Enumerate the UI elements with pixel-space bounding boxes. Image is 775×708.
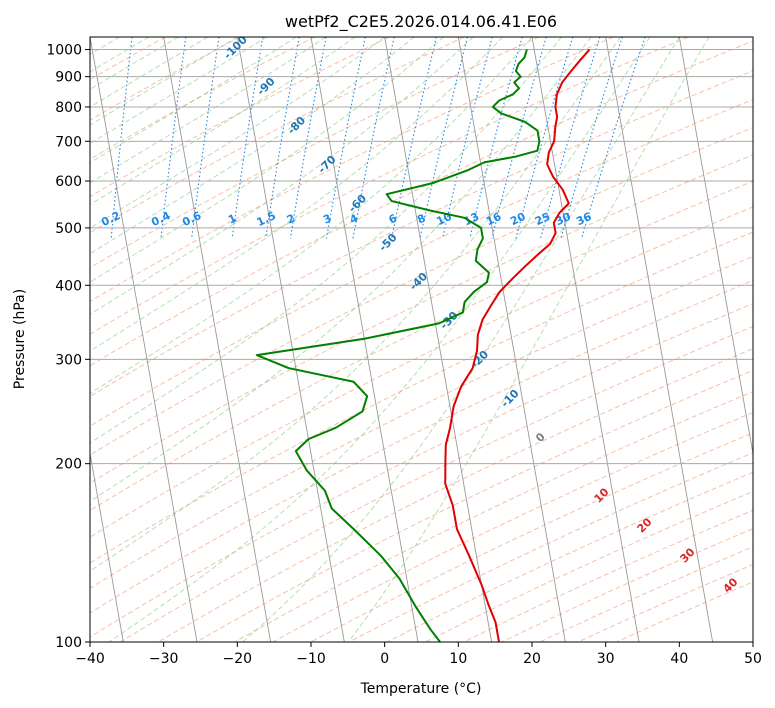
dry-adiabat-line: [90, 231, 753, 564]
temperature-profile-line: [444, 48, 591, 642]
dry-adiabat-line: [90, 37, 614, 303]
moist-adiabat-line: [90, 37, 179, 90]
x-tick-label: −40: [75, 651, 105, 667]
mixing-ratio-line: [469, 37, 523, 239]
x-axis-label: Temperature (°C): [360, 681, 482, 697]
isotherm-line: [531, 37, 640, 642]
mixing-ratio-line: [231, 37, 264, 239]
dry-adiabats: [90, 37, 753, 642]
x-tick-label: −30: [149, 651, 179, 667]
dry-adiabat-line: [90, 98, 753, 427]
y-tick-label: 100: [55, 635, 82, 651]
x-tick-label: −20: [223, 651, 253, 667]
mixing-ratio-label: 13: [462, 210, 481, 228]
isotherm-line: [678, 37, 753, 457]
mixing-ratio-line: [160, 37, 187, 239]
isotherm-line: [384, 37, 493, 642]
y-tick-label: 700: [55, 134, 82, 150]
mixing-ratio-line: [539, 37, 601, 239]
mixing-ratio-line: [442, 37, 493, 239]
mixing-ratio-label: 36: [574, 210, 594, 228]
mixing-ratio-line: [419, 37, 469, 239]
dry-adiabat-line: [90, 37, 241, 121]
sounding-series: [255, 48, 591, 642]
moist-adiabat-line: [108, 37, 651, 642]
dry-adiabat-line: [90, 37, 689, 335]
moist-adiabat-line: [90, 37, 268, 145]
y-axis-label: Pressure (hPa): [12, 289, 28, 389]
isotherm-line: [236, 37, 345, 642]
isotherm-line: [605, 37, 714, 642]
x-tick-label: 20: [523, 651, 541, 667]
moist-adiabat-line: [90, 37, 356, 206]
mixing-ratio-line: [515, 37, 574, 239]
moist-adiabat-line: [347, 37, 710, 642]
chart-title: wetPf2_C2E5.2026.014.06.41.E06: [285, 12, 557, 32]
mixing-ratio-line: [191, 37, 220, 239]
y-tick-label: 800: [55, 100, 82, 116]
mixing-ratio-lines: [110, 37, 646, 239]
moist-adiabat-line: [90, 37, 415, 255]
isotherms: [90, 37, 753, 642]
isotherm-line: [457, 37, 566, 642]
y-tick-label: 500: [55, 221, 82, 237]
dry-adiabat-line: [158, 348, 753, 642]
moist-adiabat-line: [90, 37, 533, 395]
mixing-ratio-line: [265, 37, 300, 239]
isobars: [90, 49, 753, 642]
mixing-ratio-label: 20: [508, 210, 528, 228]
mixing-ratio-line: [391, 37, 437, 239]
moist-adiabats: [90, 37, 710, 642]
y-tick-label: 900: [55, 70, 82, 86]
isotherm-line: [90, 37, 198, 642]
dry-adiabat-line: [90, 154, 753, 484]
y-tick-label: 1000: [46, 43, 82, 59]
mixing-ratio-line: [110, 37, 133, 239]
dry-adiabat-line: [90, 37, 539, 269]
moist-adiabat-line: [90, 37, 385, 229]
moist-adiabat-line: [90, 37, 503, 352]
x-tick-label: 10: [449, 651, 467, 667]
dry-adiabat-line: [90, 37, 465, 234]
moist-adiabat-line: [90, 37, 238, 126]
dry-adiabat-line: [90, 70, 753, 397]
dry-adiabat-line: [90, 37, 315, 160]
dry-adiabat-line: [90, 180, 753, 512]
dry-adiabat-line: [90, 206, 753, 538]
moist-adiabat-line: [242, 37, 680, 642]
plot-frame: [89, 36, 754, 643]
dry-adiabat-line: [234, 391, 753, 642]
x-tick-label: 30: [597, 651, 615, 667]
y-tick-label: 300: [55, 352, 82, 368]
y-tick-label: 200: [55, 457, 82, 473]
y-tick-label: 600: [55, 174, 82, 190]
x-tick-label: 50: [744, 651, 762, 667]
mixing-ratio-line: [325, 37, 366, 239]
dry-adiabat-line: [196, 369, 753, 642]
mixing-ratio-line: [289, 37, 327, 239]
plot-layers: -100-90-80-70-60-50-40-30-20-10010203040…: [90, 37, 753, 642]
x-tick-label: −10: [296, 651, 326, 667]
mixing-ratio-label: 16: [484, 210, 504, 228]
dry-adiabat-line: [90, 37, 390, 198]
mixing-ratio-line: [491, 37, 547, 239]
moist-adiabat-line: [90, 37, 592, 503]
x-tick-label: 0: [380, 651, 389, 667]
moist-adiabat-line: [90, 37, 209, 108]
mixing-ratio-label: 25: [533, 210, 552, 228]
x-tick-label: 40: [670, 651, 688, 667]
axes: −40 −30 −20 −10 0 10 20 30 40 50 1000 900 800 700 600 5…: [46, 43, 762, 667]
dewpoint-profile-line: [255, 49, 541, 642]
moist-adiabat-line: [90, 37, 444, 283]
isotherm-line: [163, 37, 272, 642]
dry-adiabat-line: [119, 325, 753, 642]
isotherm-line: [90, 451, 124, 642]
y-tick-label: 400: [55, 278, 82, 294]
moist-adiabat-line: [90, 37, 621, 572]
